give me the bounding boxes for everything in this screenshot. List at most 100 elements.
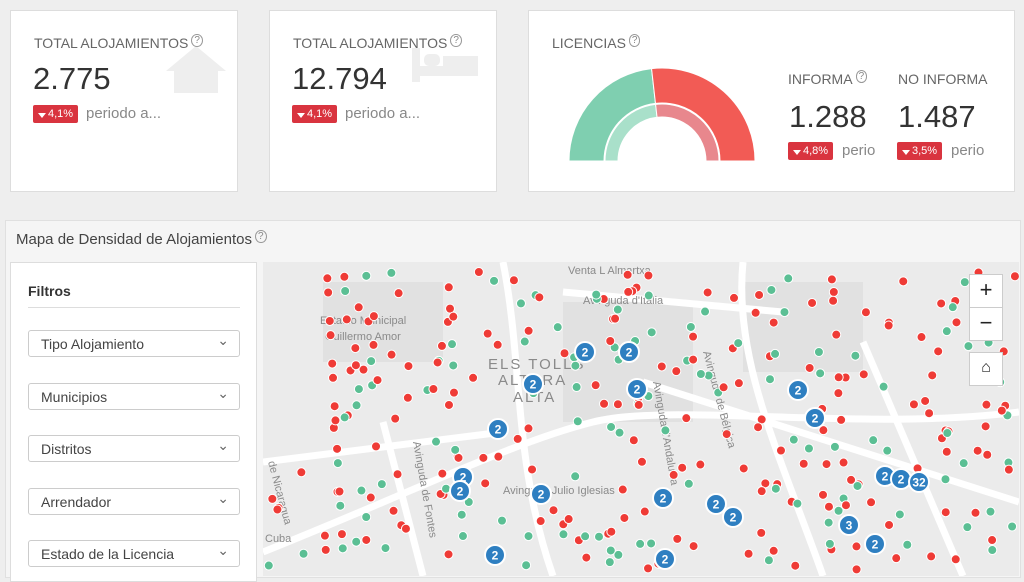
marker	[351, 536, 362, 547]
marker	[368, 311, 379, 322]
marker	[768, 317, 779, 328]
cluster-count: 2	[530, 378, 537, 392]
gauge-segment	[650, 67, 756, 162]
marker	[729, 292, 740, 303]
marker	[322, 273, 333, 284]
marker	[1009, 271, 1019, 282]
card-caption: perio	[951, 142, 985, 159]
marker	[750, 307, 761, 318]
marker	[628, 435, 639, 446]
section-title: Mapa de Densidad de Alojamientos?	[16, 230, 267, 248]
marker	[733, 378, 744, 389]
filter-dropdown[interactable]: Distritos	[28, 432, 240, 462]
marker	[942, 428, 953, 439]
marker	[492, 339, 503, 350]
marker	[361, 511, 372, 522]
marker	[891, 553, 902, 564]
marker	[721, 429, 732, 440]
marker	[604, 557, 615, 568]
marker	[612, 399, 623, 410]
marker	[817, 489, 828, 500]
cluster-count: 2	[713, 498, 720, 512]
marker	[838, 457, 849, 468]
cluster-count: 2	[582, 346, 589, 360]
marker	[402, 392, 413, 403]
marker	[330, 415, 341, 426]
marker	[468, 372, 479, 383]
zoom-out[interactable]: −	[969, 307, 1003, 341]
marker	[972, 445, 983, 456]
marker	[950, 554, 961, 565]
zoom-in[interactable]: +	[969, 274, 1003, 308]
marker	[328, 372, 339, 383]
cluster-count: 2	[872, 538, 879, 552]
marker	[936, 298, 947, 309]
marker	[619, 512, 630, 523]
cluster	[626, 378, 648, 400]
filter-dropdown[interactable]: Municipios	[28, 380, 240, 410]
marker	[798, 458, 809, 469]
marker	[788, 434, 799, 445]
marker	[606, 526, 617, 537]
cluster-count: 2	[898, 473, 905, 487]
card-value: 12.794	[292, 61, 387, 96]
cluster	[804, 407, 826, 429]
home-button[interactable]: ⌂	[969, 352, 1003, 386]
change-badge: 4,1%	[33, 105, 79, 123]
marker	[756, 486, 767, 497]
filter-dropdown[interactable]: Estado de la Licencia	[28, 537, 240, 567]
marker	[926, 551, 937, 562]
cluster	[908, 471, 930, 493]
marker	[448, 360, 459, 371]
marker	[353, 384, 364, 395]
cluster	[705, 493, 727, 515]
marker	[643, 270, 654, 281]
marker	[325, 330, 336, 341]
cluster-count: 2	[538, 488, 545, 502]
filter-dropdown[interactable]: Arrendador	[28, 485, 240, 515]
legend-value: 1.288	[789, 99, 867, 134]
road	[641, 378, 1019, 506]
marker	[605, 335, 616, 346]
map-label: Guillermo Amor	[325, 331, 401, 343]
marker	[386, 349, 397, 360]
marker	[448, 311, 459, 322]
marker	[833, 505, 844, 516]
marker	[828, 287, 839, 298]
marker	[790, 560, 801, 571]
marker	[718, 382, 729, 393]
marker	[443, 282, 454, 293]
marker	[361, 534, 372, 545]
marker	[743, 548, 754, 559]
marker	[521, 560, 532, 571]
marker	[829, 441, 840, 452]
cluster	[787, 379, 809, 401]
marker	[473, 267, 484, 278]
marker	[296, 467, 307, 478]
marker	[512, 433, 523, 444]
marker	[610, 313, 621, 324]
filter-dropdown[interactable]: Tipo Alojamiento	[28, 327, 240, 357]
marker	[980, 421, 991, 432]
marker	[612, 304, 623, 315]
marker	[766, 284, 777, 295]
marker	[431, 436, 442, 447]
marker	[594, 531, 605, 542]
marker	[571, 382, 582, 393]
marker	[496, 515, 507, 526]
marker	[860, 307, 871, 318]
cluster	[487, 418, 509, 440]
marker	[894, 509, 905, 520]
marker	[570, 360, 581, 371]
marker	[643, 563, 654, 574]
marker	[636, 456, 647, 467]
cluster	[484, 544, 506, 566]
marker	[775, 445, 786, 456]
marker	[581, 552, 592, 563]
marker	[688, 354, 699, 365]
card: LICENCIAS? INFORMA? NO INFORMA 1.288 1.4…	[528, 10, 1015, 192]
marker	[432, 357, 443, 368]
cluster-count: 2	[634, 383, 641, 397]
